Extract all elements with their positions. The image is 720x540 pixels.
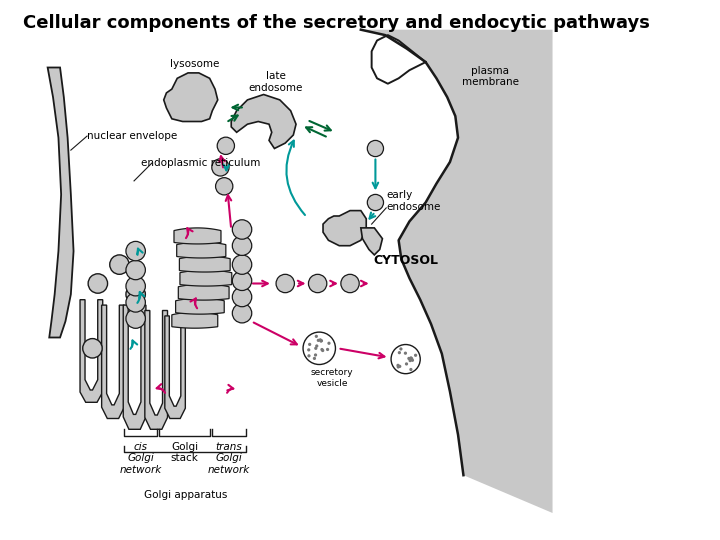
Polygon shape bbox=[102, 305, 125, 418]
Circle shape bbox=[314, 347, 318, 350]
Circle shape bbox=[126, 276, 145, 296]
Polygon shape bbox=[163, 73, 217, 122]
Polygon shape bbox=[176, 242, 226, 258]
Polygon shape bbox=[180, 270, 232, 286]
Text: trans
Golgi
network: trans Golgi network bbox=[208, 442, 250, 475]
Circle shape bbox=[367, 194, 384, 211]
Circle shape bbox=[391, 345, 420, 374]
Circle shape bbox=[315, 345, 318, 348]
Circle shape bbox=[314, 353, 317, 356]
Polygon shape bbox=[48, 68, 73, 338]
Circle shape bbox=[233, 271, 252, 291]
Circle shape bbox=[303, 332, 336, 365]
Text: plasma
membrane: plasma membrane bbox=[462, 66, 519, 87]
Circle shape bbox=[321, 349, 324, 352]
Polygon shape bbox=[361, 228, 382, 255]
Text: late
endosome: late endosome bbox=[249, 71, 303, 93]
Polygon shape bbox=[231, 94, 296, 149]
Text: cis
Golgi
network: cis Golgi network bbox=[120, 442, 162, 475]
Text: Golgi
stack: Golgi stack bbox=[171, 442, 199, 463]
Circle shape bbox=[397, 364, 400, 367]
Circle shape bbox=[320, 340, 323, 343]
Polygon shape bbox=[176, 298, 224, 314]
Circle shape bbox=[217, 137, 235, 154]
Circle shape bbox=[88, 274, 107, 293]
Text: early
endosome: early endosome bbox=[386, 190, 441, 212]
Circle shape bbox=[315, 335, 318, 338]
Circle shape bbox=[317, 339, 320, 342]
Circle shape bbox=[397, 366, 400, 369]
Text: Cellular components of the secretory and endocytic pathways: Cellular components of the secretory and… bbox=[23, 14, 650, 31]
Circle shape bbox=[400, 347, 402, 350]
Circle shape bbox=[367, 140, 384, 157]
Circle shape bbox=[410, 356, 413, 360]
Text: lysosome: lysosome bbox=[171, 59, 220, 69]
Circle shape bbox=[404, 352, 407, 355]
Circle shape bbox=[410, 357, 413, 360]
Circle shape bbox=[408, 359, 412, 362]
Polygon shape bbox=[323, 211, 366, 246]
Circle shape bbox=[233, 287, 252, 307]
Polygon shape bbox=[165, 316, 185, 418]
Circle shape bbox=[308, 343, 311, 346]
Polygon shape bbox=[179, 284, 229, 300]
Text: secretory
vesicle: secretory vesicle bbox=[311, 368, 354, 388]
Circle shape bbox=[276, 274, 294, 293]
Circle shape bbox=[307, 354, 310, 357]
Circle shape bbox=[405, 362, 408, 366]
Polygon shape bbox=[179, 256, 230, 272]
Text: endoplasmic reticulum: endoplasmic reticulum bbox=[141, 158, 261, 168]
Text: Golgi apparatus: Golgi apparatus bbox=[144, 490, 227, 501]
Circle shape bbox=[307, 348, 310, 352]
Circle shape bbox=[319, 338, 322, 341]
Circle shape bbox=[83, 339, 102, 358]
Circle shape bbox=[398, 364, 401, 368]
Circle shape bbox=[397, 351, 401, 354]
Circle shape bbox=[326, 348, 329, 351]
Polygon shape bbox=[145, 310, 168, 429]
Circle shape bbox=[312, 357, 316, 360]
Circle shape bbox=[408, 357, 410, 360]
Circle shape bbox=[411, 359, 414, 362]
Circle shape bbox=[341, 274, 359, 293]
Circle shape bbox=[215, 178, 233, 195]
Text: CYTOSOL: CYTOSOL bbox=[373, 254, 438, 267]
Circle shape bbox=[233, 303, 252, 323]
Circle shape bbox=[126, 309, 145, 328]
Polygon shape bbox=[80, 300, 103, 402]
Circle shape bbox=[328, 342, 330, 345]
Circle shape bbox=[109, 255, 129, 274]
Circle shape bbox=[308, 274, 327, 293]
Circle shape bbox=[414, 354, 417, 357]
Polygon shape bbox=[361, 30, 552, 513]
Circle shape bbox=[320, 339, 323, 342]
Circle shape bbox=[126, 260, 145, 280]
Circle shape bbox=[126, 241, 145, 261]
Polygon shape bbox=[174, 228, 221, 244]
Circle shape bbox=[409, 368, 413, 371]
Polygon shape bbox=[123, 305, 146, 429]
Circle shape bbox=[126, 293, 145, 312]
Text: nuclear envelope: nuclear envelope bbox=[87, 131, 177, 141]
Circle shape bbox=[233, 236, 252, 255]
Circle shape bbox=[126, 285, 145, 304]
Circle shape bbox=[212, 159, 229, 176]
Circle shape bbox=[320, 348, 323, 351]
Circle shape bbox=[233, 220, 252, 239]
Circle shape bbox=[233, 255, 252, 274]
Polygon shape bbox=[172, 312, 217, 328]
